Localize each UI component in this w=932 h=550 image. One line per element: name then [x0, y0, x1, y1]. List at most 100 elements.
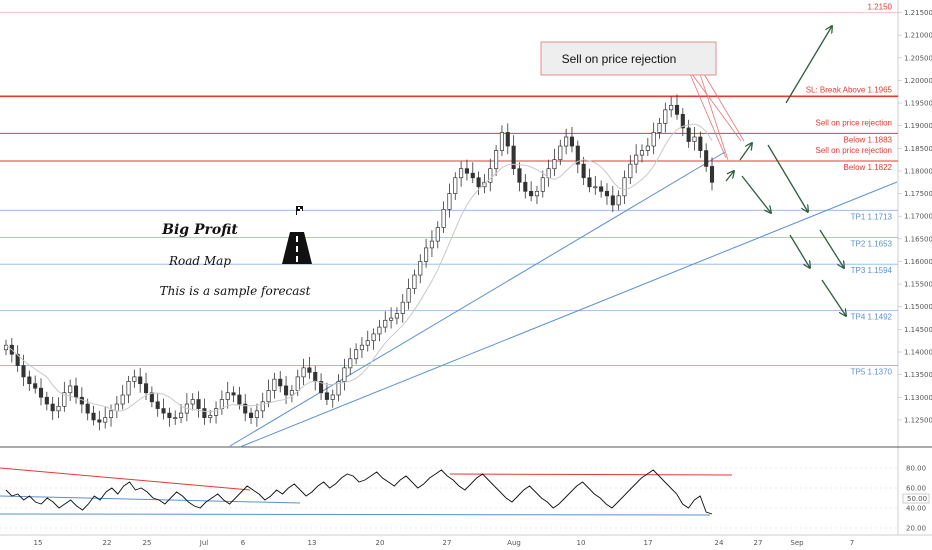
candle-up: [435, 227, 440, 242]
candle-up: [406, 288, 411, 303]
candle-down: [709, 166, 715, 183]
osc-blue-trendline-1: [0, 495, 301, 504]
lower-trendline: [239, 181, 898, 448]
candle-up: [400, 301, 405, 314]
candle-up: [651, 132, 656, 147]
candle-down: [243, 403, 248, 414]
oscillator-pane: 80.00 60.00 40.00 20.00 50.00: [0, 465, 930, 533]
arrow-up-small-2: [739, 143, 752, 161]
arrow-down-5: [821, 279, 846, 316]
x-tick-label: Sep: [790, 539, 804, 547]
candle-down: [575, 145, 580, 165]
horizontal-levels: [0, 12, 898, 366]
y-tick-label: 1.17500: [904, 190, 932, 198]
candle-up: [295, 376, 300, 391]
x-tick-label: Jul: [199, 539, 209, 547]
level-label-top: 1.2150: [868, 3, 893, 12]
candle-up: [616, 195, 621, 206]
arrow-down-4: [819, 229, 844, 268]
candle-up: [564, 136, 569, 147]
price-axis: 1.21500 1.21000 1.20500 1.20000 1.19500 1.190…: [898, 9, 932, 424]
arrow-up-breakout: [785, 26, 832, 104]
candle-up: [103, 417, 108, 423]
candle-up: [634, 154, 639, 165]
y-tick-label: 1.16000: [904, 258, 932, 266]
candle-up: [354, 349, 359, 360]
level-label-below1883: Below 1.1883: [844, 135, 893, 144]
callout: Sell on price rejection: [540, 41, 745, 161]
osc-current-value: 50.00: [907, 495, 927, 503]
candle-down: [319, 381, 324, 394]
candle-down: [73, 385, 79, 398]
candle-up: [173, 417, 178, 419]
osc-red-trendline-2: [449, 473, 733, 476]
candle-down: [464, 168, 469, 174]
forecast-arrows: [725, 26, 846, 316]
level-label-tp5: TP5 1.1370: [851, 368, 893, 377]
candle-up: [68, 385, 73, 394]
candle-down: [511, 145, 516, 170]
candle-up: [645, 145, 650, 151]
candle-up: [540, 177, 545, 192]
candle-up: [412, 274, 417, 289]
x-tick-label: 20: [376, 539, 385, 547]
y-tick-label: 1.20500: [904, 54, 932, 62]
candle-down: [313, 372, 318, 382]
candle-down: [161, 408, 166, 414]
x-tick-label: 17: [644, 539, 653, 547]
candle-up: [628, 163, 633, 179]
y-tick-label: 1.15000: [904, 303, 932, 311]
level-label-tp3: TP3 1.1594: [851, 266, 893, 275]
overlay-note: This is a sample forecast: [160, 284, 311, 298]
candle-up: [254, 410, 259, 418]
candle-up: [178, 412, 184, 418]
candle-down: [27, 376, 32, 385]
candle-up: [389, 317, 394, 321]
level-label-tp1: TP1 1.1713: [851, 212, 893, 221]
osc-y-tick-label: 80.00: [906, 465, 926, 473]
osc-y-tick-label: 60.00: [906, 485, 926, 493]
candle-down: [97, 419, 102, 423]
candle-down: [680, 114, 685, 129]
candle-up: [429, 240, 434, 249]
candle-down: [50, 403, 55, 412]
candle-up: [213, 408, 219, 416]
candle-down: [517, 168, 522, 183]
candle-down: [569, 136, 575, 147]
candle-down: [284, 385, 289, 396]
osc-blue-trendline-2: [0, 513, 711, 516]
y-tick-label: 1.16500: [904, 235, 932, 243]
y-tick-label: 1.18000: [904, 167, 932, 175]
candle-up: [126, 381, 131, 396]
osc-y-tick-label: 40.00: [906, 505, 926, 513]
candle-down: [237, 394, 242, 405]
candle-down: [686, 127, 691, 142]
candle-down: [202, 408, 207, 418]
candle-down: [278, 378, 283, 387]
candle-up: [494, 150, 499, 170]
candle-up: [132, 376, 137, 382]
candle-up: [190, 399, 195, 405]
candle-down: [529, 190, 534, 197]
time-axis: 15 22 25 Jul 6 13 20 27 Aug 10 17 24 27 Sep 7: [34, 539, 855, 547]
y-tick-label: 1.21000: [904, 32, 932, 40]
candle-up: [558, 145, 563, 160]
candle-down: [143, 383, 149, 394]
candle-up: [482, 181, 487, 188]
overlay-title: Big Profit: [161, 222, 238, 238]
y-tick-label: 1.12500: [904, 416, 932, 424]
y-tick-label: 1.21500: [904, 9, 932, 17]
candle-up: [657, 123, 662, 133]
level-labels: 1.2150 SL: Break Above 1.1965 Sell on pric…: [806, 3, 893, 377]
candle-down: [324, 392, 329, 400]
candle-up: [459, 168, 464, 179]
upper-trendline: [229, 151, 726, 447]
arrow-down-3: [789, 234, 810, 268]
y-tick-label: 1.13000: [904, 394, 932, 402]
candle-up: [453, 177, 458, 194]
candle-down: [196, 399, 201, 409]
level-label-sl: SL: Break Above 1.1965: [806, 85, 893, 94]
candle-up: [424, 247, 429, 262]
candle-up: [499, 132, 505, 151]
